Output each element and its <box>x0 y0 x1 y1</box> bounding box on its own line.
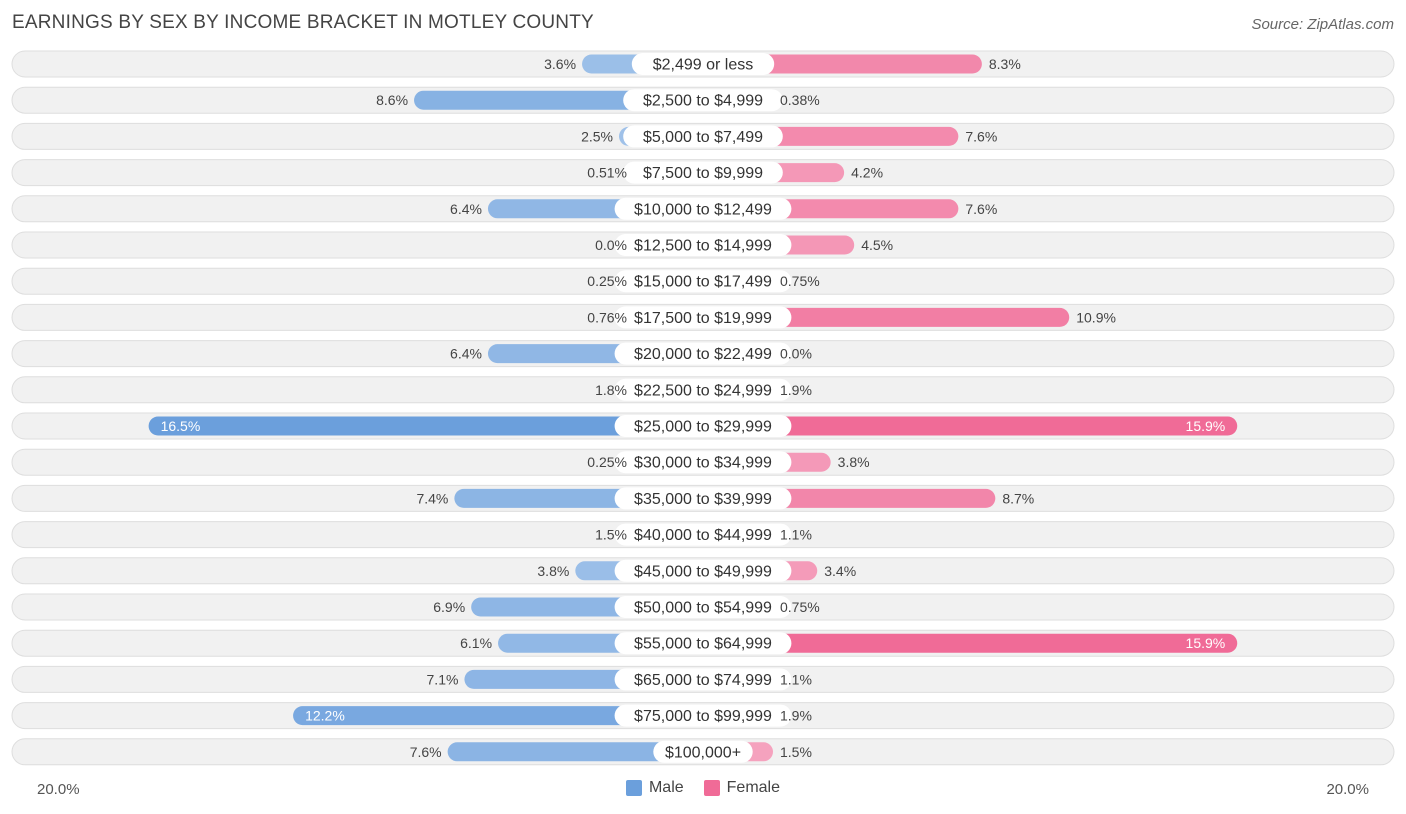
value-label-male: 12.2% <box>305 708 345 724</box>
bar-male <box>148 416 704 436</box>
value-label-male: 7.4% <box>416 490 448 506</box>
category-label-bg <box>614 378 792 401</box>
value-label-female: 7.6% <box>965 128 997 144</box>
value-label-male: 1.5% <box>595 527 627 543</box>
axis-left-label: 20.0% <box>37 781 80 798</box>
category-label: $100,000+ <box>665 744 741 761</box>
category-label-bg <box>614 559 792 582</box>
category-label: $15,000 to $17,499 <box>634 274 772 291</box>
bar-male <box>293 706 703 726</box>
value-label-female: 0.75% <box>780 599 820 615</box>
category-label-bg <box>631 53 775 75</box>
category-label: $35,000 to $39,999 <box>634 491 772 508</box>
value-label-male: 2.5% <box>581 128 613 144</box>
bar-female <box>703 416 1238 436</box>
category-label-bg <box>614 234 792 256</box>
value-label-female: 1.9% <box>780 708 812 724</box>
value-label-male: 7.1% <box>427 671 459 687</box>
category-label: $20,000 to $22,499 <box>634 346 772 363</box>
category-label-bg <box>623 125 783 148</box>
value-label-female: 8.7% <box>1002 490 1034 506</box>
category-label: $22,500 to $24,999 <box>634 382 772 399</box>
value-label-male: 1.8% <box>595 382 627 398</box>
category-label: $55,000 to $64,999 <box>634 636 772 653</box>
category-label-bg <box>623 161 783 184</box>
value-label-male: 7.6% <box>410 744 442 760</box>
value-label-male: 6.1% <box>460 635 492 651</box>
category-label: $10,000 to $12,499 <box>634 201 772 218</box>
category-label-bg <box>614 306 792 329</box>
category-label: $17,500 to $19,999 <box>634 310 772 327</box>
legend-swatch-male <box>625 780 642 796</box>
value-label-female: 10.9% <box>1076 309 1116 325</box>
value-label-female: 8.3% <box>989 56 1021 72</box>
value-label-male: 0.76% <box>587 309 627 325</box>
category-label-bg <box>614 632 792 655</box>
category-label-bg <box>614 523 792 546</box>
source-label: Source: ZipAtlas.com <box>1251 16 1394 33</box>
legend: Male Female <box>0 779 1406 797</box>
value-label-male: 0.0% <box>595 237 627 253</box>
legend-item-male[interactable]: Male <box>625 779 684 797</box>
value-label-male: 3.8% <box>537 563 569 579</box>
category-label-bg <box>653 740 753 763</box>
bar-female <box>703 307 1070 327</box>
category-label: $30,000 to $34,999 <box>634 455 772 472</box>
category-label: $50,000 to $54,999 <box>634 600 772 617</box>
value-label-male: 0.25% <box>587 273 627 289</box>
axis-right-label: 20.0% <box>1326 781 1369 798</box>
value-label-male: 8.6% <box>376 92 408 108</box>
category-label-bg <box>614 596 792 618</box>
value-label-female: 0.0% <box>780 346 812 362</box>
legend-item-female[interactable]: Female <box>703 779 781 797</box>
category-label: $75,000 to $99,999 <box>634 708 772 725</box>
legend-label-female: Female <box>726 779 781 796</box>
value-label-female: 4.2% <box>851 165 883 181</box>
category-label-bg <box>614 270 792 293</box>
category-label-bg <box>623 89 783 112</box>
value-label-male: 0.51% <box>587 165 627 181</box>
value-label-female: 3.4% <box>824 563 856 579</box>
category-label-bg <box>614 451 792 474</box>
value-label-female: 1.1% <box>780 527 812 543</box>
category-label: $65,000 to $74,999 <box>634 672 772 689</box>
value-label-male: 6.9% <box>433 599 465 615</box>
value-label-female: 0.75% <box>780 273 820 289</box>
value-label-female: 1.1% <box>780 671 812 687</box>
value-label-male: 16.5% <box>161 418 201 434</box>
value-label-male: 3.6% <box>544 56 576 72</box>
value-label-female: 4.5% <box>861 237 893 253</box>
legend-label-male: Male <box>648 779 684 796</box>
chart-title: EARNINGS BY SEX BY INCOME BRACKET IN MOT… <box>12 12 594 33</box>
value-label-female: 15.9% <box>1186 418 1226 434</box>
value-label-male: 6.4% <box>450 201 482 217</box>
category-label: $2,500 to $4,999 <box>643 93 763 110</box>
category-label-bg <box>614 197 792 220</box>
value-label-female: 15.9% <box>1186 635 1226 651</box>
category-label: $12,500 to $14,999 <box>634 238 772 255</box>
value-label-female: 1.5% <box>780 744 812 760</box>
category-label-bg <box>614 415 792 437</box>
legend-swatch-female <box>703 780 720 796</box>
value-label-female: 3.8% <box>838 454 870 470</box>
category-label-bg <box>614 668 792 691</box>
category-label: $7,500 to $9,999 <box>643 165 763 182</box>
category-label: $2,499 or less <box>653 57 754 74</box>
value-label-female: 0.38% <box>780 92 820 108</box>
value-label-male: 6.4% <box>450 346 482 362</box>
value-label-male: 0.25% <box>587 454 627 470</box>
value-label-female: 1.9% <box>780 382 812 398</box>
value-label-female: 7.6% <box>965 201 997 217</box>
bar-male <box>447 742 703 762</box>
bar-female <box>703 633 1238 653</box>
category-label-bg <box>614 487 792 510</box>
category-label: $5,000 to $7,499 <box>643 129 763 146</box>
category-label: $45,000 to $49,999 <box>634 563 772 580</box>
category-label-bg <box>614 704 792 727</box>
category-label: $25,000 to $29,999 <box>634 419 772 436</box>
category-label: $40,000 to $44,999 <box>634 527 772 544</box>
category-label-bg <box>614 342 792 365</box>
